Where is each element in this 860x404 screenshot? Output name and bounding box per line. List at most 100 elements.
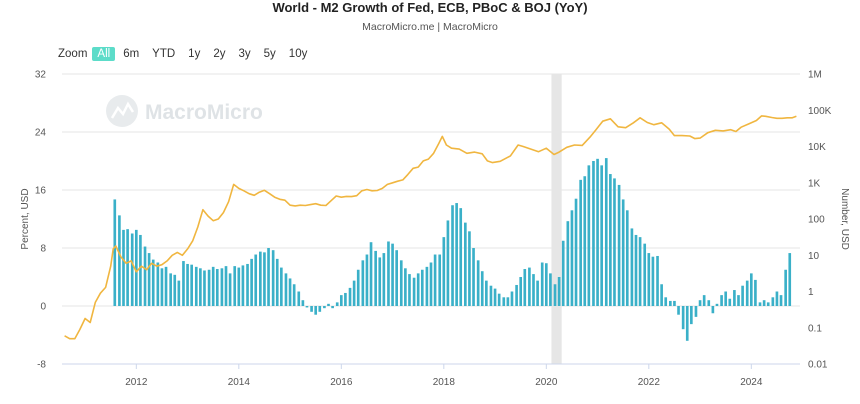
bar	[673, 300, 676, 306]
bar	[557, 277, 561, 306]
bar	[408, 274, 411, 306]
bar	[211, 266, 215, 306]
x-tick-label: 2020	[535, 377, 558, 388]
bar	[574, 198, 578, 306]
zoom-button-5y[interactable]: 5y	[263, 48, 276, 60]
bar	[327, 303, 330, 306]
zoom-button-3y[interactable]: 3y	[238, 48, 251, 60]
bar	[134, 229, 138, 306]
axes: -8 0 8 16 24 32 0.01 0.1 1 10 100 1K 10K 100K 1M 2012 20…	[20, 70, 850, 389]
bar	[305, 306, 309, 308]
bar	[561, 240, 565, 306]
bar	[677, 306, 680, 315]
bar	[314, 306, 318, 315]
bar	[194, 266, 198, 306]
y-right-tick-label: 100	[808, 215, 825, 226]
bar	[275, 258, 279, 306]
x-tick-label: 2022	[638, 377, 661, 388]
bar	[199, 268, 202, 306]
bar	[771, 297, 775, 306]
bar	[382, 253, 386, 306]
y-right-tick-label: 1K	[808, 178, 821, 189]
bar	[583, 176, 587, 306]
shaded-period-layer	[551, 74, 562, 364]
bar	[715, 303, 719, 306]
bar	[182, 261, 185, 306]
bar	[177, 280, 181, 306]
bar	[549, 273, 552, 306]
bar	[318, 306, 322, 312]
bar	[480, 271, 484, 306]
bar	[766, 302, 770, 306]
bar	[151, 259, 155, 306]
bar	[536, 280, 539, 306]
bar	[617, 184, 621, 306]
bar	[621, 199, 625, 306]
zoom-button-1y[interactable]: 1y	[188, 48, 201, 60]
bar	[369, 242, 373, 306]
bar	[553, 284, 557, 306]
bar	[592, 161, 595, 306]
y-left-tick-label: 0	[40, 302, 46, 313]
bar	[399, 260, 403, 306]
bar	[220, 268, 224, 306]
bar	[237, 267, 241, 306]
bar	[779, 295, 783, 306]
bar	[566, 221, 570, 306]
bar	[702, 295, 706, 306]
bar	[630, 228, 634, 306]
bar	[762, 300, 766, 306]
y-right-tick-label: 0.1	[808, 323, 822, 334]
zoom-button-ytd[interactable]: YTD	[152, 48, 176, 60]
bar	[788, 253, 792, 306]
zoom-button-2y[interactable]: 2y	[213, 48, 226, 60]
bar	[259, 251, 262, 306]
y-left-tick-label: -8	[37, 360, 46, 371]
bar	[506, 297, 510, 306]
y-right-tick-label: 1	[808, 287, 814, 298]
bar	[669, 300, 672, 306]
bar	[690, 306, 693, 325]
bar	[404, 268, 407, 306]
bar	[374, 250, 377, 306]
bar	[604, 158, 608, 306]
bar	[651, 256, 655, 306]
zoom-button-10y[interactable]: 10y	[288, 48, 308, 60]
bar	[758, 302, 762, 306]
y-right-tick-label: 10	[808, 251, 820, 262]
zoom-button-all[interactable]: All	[92, 47, 116, 61]
bar	[190, 264, 193, 306]
bar	[267, 248, 270, 306]
bar	[301, 300, 305, 306]
bar	[656, 255, 659, 306]
bar	[754, 279, 757, 306]
bar	[130, 233, 134, 306]
bar	[745, 280, 749, 306]
bar	[429, 262, 433, 306]
x-tick-label: 2016	[330, 377, 353, 388]
bar	[459, 208, 463, 306]
y-right-axis-title: Number, USD	[839, 188, 850, 250]
bar	[643, 243, 647, 306]
bar	[685, 306, 689, 341]
bar	[587, 165, 591, 306]
zoom-toolbar: Zoom All 6m YTD 1y 2y 3y 5y 10y	[58, 45, 315, 63]
bar	[292, 284, 296, 306]
bar	[451, 205, 454, 306]
bar	[502, 297, 506, 306]
bar	[442, 237, 446, 306]
bar	[339, 295, 343, 306]
bar	[233, 266, 237, 306]
zoom-button-6m[interactable]: 6m	[123, 48, 140, 60]
bar	[160, 268, 164, 306]
bar	[464, 222, 467, 306]
bar	[664, 297, 668, 306]
bar	[412, 277, 416, 306]
bar	[203, 270, 206, 306]
bar	[207, 269, 211, 306]
bar	[118, 215, 121, 306]
bar	[609, 174, 612, 306]
bar	[164, 266, 168, 306]
bar	[169, 273, 172, 306]
